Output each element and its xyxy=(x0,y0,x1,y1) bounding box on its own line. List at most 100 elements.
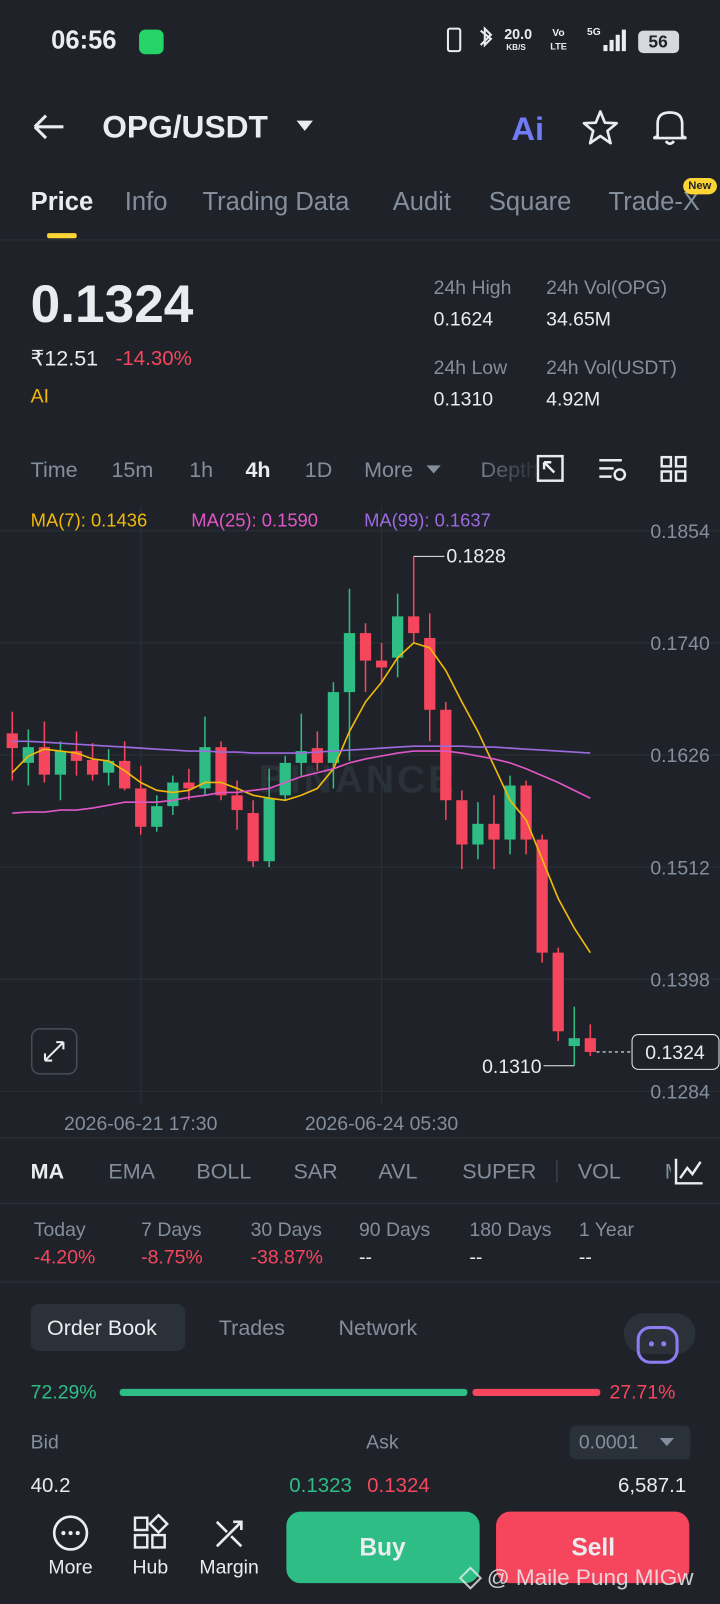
pair-title[interactable]: OPG/USDT xyxy=(102,108,268,145)
candle-body xyxy=(456,800,468,845)
nav-hub[interactable]: Hub xyxy=(132,1557,169,1579)
candle-body xyxy=(54,751,67,775)
candle-body xyxy=(86,759,99,775)
tab[interactable]: Audit xyxy=(392,187,452,217)
ask-ratio: 27.71% xyxy=(609,1382,676,1404)
pair-caret[interactable] xyxy=(295,119,315,133)
nav-more[interactable]: More xyxy=(48,1557,93,1579)
legend-entry: MA(99): 0.1637 xyxy=(364,510,491,531)
legend-entry: MA(7): 0.1436 xyxy=(31,510,148,531)
stat-label: 24h Vol(USDT) xyxy=(546,357,677,379)
stat-value: 34.65M xyxy=(546,309,611,331)
indicator[interactable]: MA xyxy=(30,1160,65,1184)
buy-button[interactable] xyxy=(286,1511,480,1584)
divider xyxy=(0,1137,720,1139)
candle-body xyxy=(215,747,227,796)
chart-tools[interactable] xyxy=(534,452,698,487)
candle-body xyxy=(552,952,564,1032)
y-tick-label: 0.1854 xyxy=(650,521,710,543)
indicator[interactable]: MACD xyxy=(665,1161,671,1182)
ask-header: Ask xyxy=(366,1432,399,1454)
back-button[interactable] xyxy=(31,110,68,143)
perf-label: 1 Year xyxy=(578,1219,634,1242)
net-speed-unit: KB/S xyxy=(506,42,526,53)
ask-qty: 6,587.1 xyxy=(618,1474,687,1498)
alert-button[interactable] xyxy=(650,106,689,147)
ai-label[interactable]: AI xyxy=(30,386,50,408)
y-tick-label: 0.1284 xyxy=(650,1081,710,1103)
orderbook-tab[interactable]: Network xyxy=(338,1316,418,1341)
last-price-label: 0.1324 xyxy=(645,1042,705,1064)
indicator[interactable]: SUPER xyxy=(462,1160,537,1184)
candle-body xyxy=(504,785,516,840)
assistant-icon[interactable] xyxy=(622,1313,698,1374)
indicator[interactable]: EMA xyxy=(108,1160,155,1184)
bid-ratio-bar xyxy=(119,1388,468,1397)
indicator[interactable]: AVL xyxy=(378,1160,418,1184)
net-speed: 20.0 xyxy=(504,25,533,42)
interval[interactable]: 1h xyxy=(189,458,214,483)
bid-price: 0.1323 xyxy=(289,1474,352,1498)
candle-body xyxy=(359,633,372,661)
interval[interactable]: Time xyxy=(30,458,78,483)
more-caret xyxy=(426,465,441,474)
perf-value: -8.75% xyxy=(141,1247,203,1269)
candle-body xyxy=(231,795,243,811)
interval[interactable]: 4h xyxy=(245,458,271,483)
candle-body xyxy=(536,839,548,953)
tab[interactable]: Trade-X xyxy=(608,187,700,217)
watermark-text: @ Maile Pung MIGw xyxy=(486,1564,694,1591)
perf-value: -38.87% xyxy=(250,1247,323,1269)
bid-header: Bid xyxy=(30,1432,59,1454)
vibrate-bt-icons xyxy=(446,26,493,53)
ai-button[interactable]: Ai xyxy=(511,110,545,148)
battery-level: 56 xyxy=(648,32,668,52)
perf-value: -- xyxy=(358,1247,372,1269)
lte: LTE xyxy=(550,41,567,52)
orderbook-tab[interactable]: Trades xyxy=(218,1316,285,1341)
indicator[interactable]: BOLL xyxy=(196,1160,252,1184)
high-label: 0.1828 xyxy=(446,546,505,568)
candle-body xyxy=(327,692,340,763)
candle-body xyxy=(102,760,115,773)
indicator-bar: MA EMA BOLL SAR AVL SUPER VOL MACD xyxy=(30,1160,671,1184)
candle-body xyxy=(375,660,388,668)
fullscreen-button[interactable] xyxy=(30,1028,78,1075)
y-tick-label: 0.1740 xyxy=(650,633,710,655)
last-price: 0.1324 xyxy=(30,275,194,335)
tab[interactable]: Square xyxy=(488,187,572,217)
nav-margin[interactable]: Margin xyxy=(199,1557,259,1579)
interval[interactable]: More xyxy=(364,458,414,483)
divider xyxy=(0,239,720,241)
sell-button[interactable] xyxy=(496,1511,690,1584)
candle-body xyxy=(408,616,420,634)
stat-value: 0.1624 xyxy=(433,309,494,331)
candle-body xyxy=(584,1038,596,1052)
bid-ratio: 72.29% xyxy=(30,1382,97,1404)
favorite-button[interactable] xyxy=(581,108,620,147)
tab[interactable]: Trading Data xyxy=(202,187,350,217)
candle-body xyxy=(520,785,532,840)
perf-value: -4.20% xyxy=(33,1247,96,1269)
perf-label: 180 Days xyxy=(469,1219,552,1242)
divider xyxy=(0,1281,720,1283)
x-tick-label: 2026-06-24 05:30 xyxy=(305,1113,459,1135)
indicator-settings[interactable] xyxy=(673,1156,706,1187)
new-badge: New xyxy=(683,177,717,195)
sell-label[interactable]: Sell xyxy=(571,1534,616,1562)
last-price-box xyxy=(631,1034,720,1070)
candle-body xyxy=(472,823,484,845)
candle-body xyxy=(568,1038,580,1047)
tab[interactable]: Info xyxy=(124,187,168,217)
orderbook-tab[interactable]: Order Book xyxy=(47,1316,157,1341)
interval[interactable]: 15m xyxy=(111,458,154,483)
buy-label[interactable]: Buy xyxy=(359,1534,406,1562)
ma-line xyxy=(12,740,591,754)
tab[interactable]: Price xyxy=(30,187,94,217)
stat-label: 24h High xyxy=(433,277,512,300)
interval[interactable]: 1D xyxy=(304,458,333,483)
indicator[interactable]: VOL xyxy=(577,1160,621,1184)
precision-select[interactable] xyxy=(569,1425,691,1460)
indicator[interactable]: SAR xyxy=(293,1160,338,1184)
